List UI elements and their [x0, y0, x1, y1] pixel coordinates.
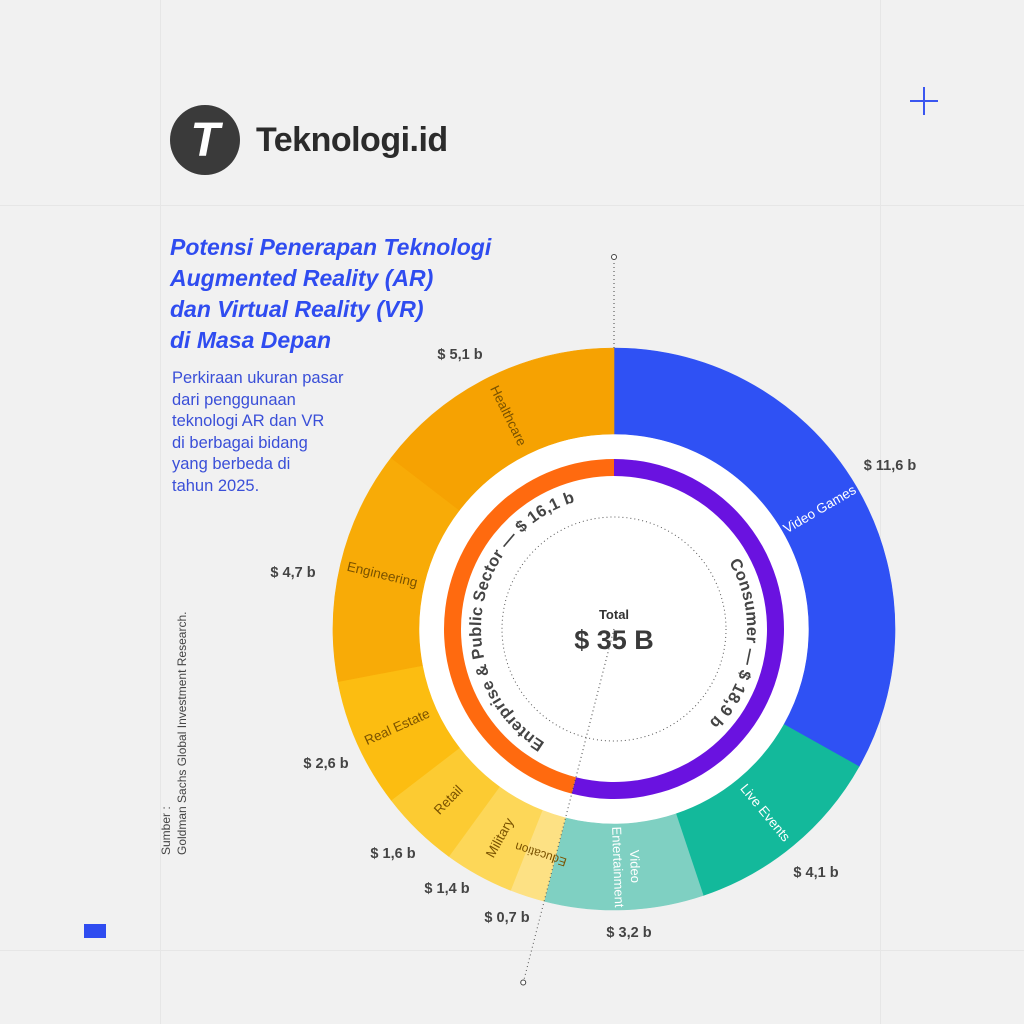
divider-dot-top [611, 254, 617, 260]
subtitle-line: yang berbeda di [172, 455, 291, 473]
value-label-real-estate: $ 2,6 b [303, 756, 348, 772]
brand-name: Teknologi.id [256, 120, 448, 159]
blue-rectangle [84, 924, 106, 938]
center-total-value: $ 35 B [574, 625, 654, 655]
value-label-live-events: $ 4,1 b [793, 865, 838, 881]
value-label-video-entertainment: $ 3,2 b [606, 925, 651, 941]
grid-line [880, 0, 881, 1024]
subtitle-line: teknologi AR dan VR [172, 412, 325, 430]
grid-line [0, 950, 1024, 951]
title-line: dan Virtual Reality (VR) [170, 296, 424, 322]
value-label-military: $ 1,4 b [424, 881, 469, 897]
segment-label-line: Entertainment [609, 826, 627, 908]
pie-slice-video-games [613, 347, 896, 767]
segment-label-line: Video [627, 850, 643, 884]
inner-slice-enterprise-and-public-sector [444, 459, 614, 794]
value-label-engineering: $ 4,7 b [270, 565, 315, 581]
logo-mark-icon: T [170, 105, 240, 175]
divider-dot-bottom [520, 979, 527, 986]
subtitle-line: dari penggunaan [172, 390, 296, 409]
segment-label-video-entertainment: VideoEntertainment [609, 826, 644, 908]
subtitle-line: Perkiraan ukuran pasar [172, 369, 344, 387]
page-title: Potensi Penerapan Teknologi Augmented Re… [170, 232, 550, 356]
grid-line [160, 0, 161, 1024]
subtitle-line: di berbagai bidang [172, 433, 308, 452]
title-line: Potensi Penerapan Teknologi [170, 234, 492, 260]
center-total-label: Total [599, 607, 629, 622]
dotted-circle [501, 516, 727, 742]
subtitle-line: tahun 2025. [172, 476, 260, 495]
value-label-video-games: $ 11,6 b [864, 458, 917, 474]
title-line: Augmented Reality (AR) [170, 265, 434, 291]
value-label-healthcare: $ 5,1 b [437, 347, 482, 363]
divider-line-bottom [522, 628, 615, 983]
title-line: di Masa Depan [170, 327, 332, 353]
brand-logo: T Teknologi.id [170, 105, 448, 175]
subtitle: Perkiraan ukuran pasar dari penggunaan t… [172, 368, 372, 497]
grid-line [0, 205, 1024, 206]
value-label-retail: $ 1,6 b [370, 846, 415, 862]
plus-icon [910, 87, 938, 115]
value-label-education: $ 0,7 b [484, 910, 529, 926]
pie-slice-healthcare [390, 347, 615, 511]
